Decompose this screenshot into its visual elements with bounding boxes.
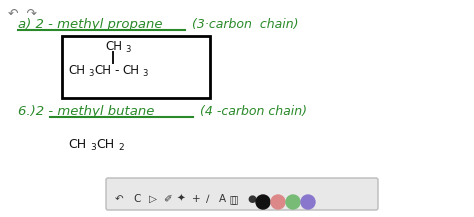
Text: CH: CH (96, 138, 114, 151)
Text: 2: 2 (118, 143, 124, 152)
Text: ✦: ✦ (177, 194, 186, 204)
FancyBboxPatch shape (106, 178, 378, 210)
Text: A: A (219, 194, 226, 204)
Text: -: - (114, 64, 118, 77)
Text: 6.)2 - methyl butane: 6.)2 - methyl butane (18, 105, 155, 118)
Text: C: C (133, 194, 140, 204)
Text: ∕: ∕ (206, 194, 210, 204)
Text: CH: CH (68, 138, 86, 151)
Text: ●: ● (247, 194, 256, 204)
Text: +: + (192, 194, 201, 204)
Text: 3: 3 (142, 69, 147, 78)
Text: CH: CH (105, 40, 122, 53)
Circle shape (256, 195, 270, 209)
Text: a) 2 - methyl propane: a) 2 - methyl propane (18, 18, 163, 31)
Circle shape (271, 195, 285, 209)
Bar (62, 36, 210, 98)
Text: ⬛: ⬛ (232, 194, 238, 204)
Text: ▷: ▷ (149, 194, 157, 204)
Text: 3: 3 (125, 45, 130, 54)
Text: ↶  ↷: ↶ ↷ (8, 8, 37, 21)
Text: ↶: ↶ (115, 194, 124, 204)
Circle shape (301, 195, 315, 209)
Text: 3: 3 (88, 69, 93, 78)
Circle shape (286, 195, 300, 209)
Text: CH: CH (122, 64, 139, 77)
Text: ⛰: ⛰ (230, 194, 236, 204)
Text: 3: 3 (90, 143, 96, 152)
Text: CH: CH (68, 64, 85, 77)
Text: (3·carbon  chain): (3·carbon chain) (192, 18, 299, 31)
Text: (4 -carbon chain): (4 -carbon chain) (200, 105, 307, 118)
Text: ✐: ✐ (163, 194, 172, 204)
Text: CH: CH (94, 64, 111, 77)
